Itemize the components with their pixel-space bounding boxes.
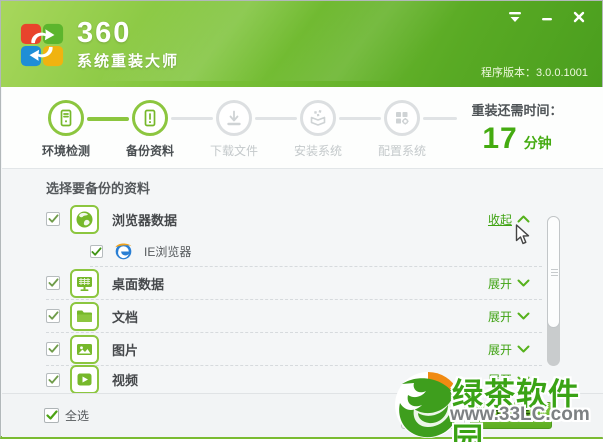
window-controls	[504, 8, 590, 26]
step-environment-check: 环境检测	[26, 100, 106, 159]
step-label: 环境检测	[41, 144, 90, 158]
expand-link[interactable]: 展开	[487, 309, 512, 324]
step-connector-tail	[423, 117, 457, 120]
expand-control[interactable]: 展开	[488, 341, 530, 358]
chevron-down-icon[interactable]	[517, 376, 530, 384]
windows-gear-icon	[384, 100, 420, 136]
step-connector-active	[87, 117, 129, 121]
expand-link[interactable]: 展开	[487, 373, 512, 387]
close-button[interactable]	[568, 8, 590, 26]
step-backup-data: 备份资料	[110, 100, 190, 159]
item-label: 浏览器数据	[112, 212, 178, 228]
list-item-browser-data[interactable]: 浏览器数据 收起	[46, 201, 542, 237]
checkbox-ie-browser[interactable]	[90, 245, 103, 258]
install-box-icon	[300, 100, 336, 136]
browser-globe-icon	[70, 204, 99, 234]
download-arrow-icon	[216, 100, 252, 136]
panel-heading: 选择要备份的资料	[46, 181, 151, 196]
list-subitem-ie-browser[interactable]: IE浏览器	[90, 237, 542, 267]
step-configure-system: 配置系统	[362, 100, 442, 159]
collapse-link[interactable]: 收起	[487, 212, 512, 227]
step-connector	[255, 117, 297, 120]
list-item-desktop-data[interactable]: 桌面数据 展开	[46, 267, 542, 300]
skin-menu-button[interactable]	[504, 8, 526, 26]
next-step-button[interactable]: 下一步	[470, 402, 552, 429]
minimize-button[interactable]	[536, 8, 558, 26]
select-all-checkbox[interactable]	[44, 408, 59, 423]
checkbox-pictures[interactable]	[46, 342, 60, 356]
pictures-image-icon	[70, 334, 99, 364]
document-alert-icon	[132, 100, 168, 136]
chevron-up-icon[interactable]	[517, 215, 530, 223]
program-version-label: 程序版本：3.0.0.1001	[481, 67, 588, 79]
list-item-documents[interactable]: 文档 展开	[46, 300, 542, 333]
site-watermark-logo-icon	[395, 371, 461, 438]
chevron-down-icon[interactable]	[517, 345, 530, 353]
title-bar: 360 系统重装大师 程序版本：3.0.0.1001	[1, 1, 602, 87]
checkbox-videos[interactable]	[46, 372, 60, 387]
chevron-down-icon[interactable]	[517, 279, 530, 287]
time-remaining-label: 重装还需时间：	[471, 103, 563, 118]
checkbox-desktop-data[interactable]	[46, 276, 60, 290]
expand-link[interactable]: 展开	[487, 276, 512, 291]
app-title-sub: 系统重装大师	[77, 53, 180, 70]
step-label: 备份资料	[125, 144, 174, 158]
time-remaining-unit: 分钟	[523, 135, 552, 151]
step-download-files: 下载文件	[194, 100, 274, 159]
subitem-label: IE浏览器	[144, 245, 192, 259]
item-label: 桌面数据	[112, 276, 165, 292]
step-install-system: 安装系统	[278, 100, 358, 159]
step-label: 配置系统	[377, 144, 426, 158]
step-connector	[171, 117, 213, 120]
ie-logo-icon	[115, 243, 132, 260]
expand-control[interactable]: 展开	[488, 308, 530, 325]
progress-steps: 环境检测 备份资料 下载文件	[2, 87, 603, 169]
time-remaining-value: 17	[482, 122, 518, 155]
mouse-cursor	[515, 224, 530, 245]
computer-tower-icon	[48, 100, 84, 136]
scrollbar-grip	[551, 269, 558, 278]
list-item-pictures[interactable]: 图片 展开	[46, 333, 542, 366]
scrollbar-track[interactable]	[547, 216, 560, 366]
scrollbar-thumb[interactable]	[547, 216, 560, 328]
expand-control[interactable]: 展开	[488, 275, 530, 292]
site-watermark-name: 绿茶软件园	[452, 377, 580, 442]
site-watermark-url: www.33LC.com	[450, 404, 590, 425]
backup-selection-panel: 选择要备份的资料 浏览器数据 收起	[2, 169, 603, 394]
time-remaining: 重装还需时间： 17 分钟	[451, 100, 583, 156]
step-label: 下载文件	[209, 144, 258, 158]
collapse-control[interactable]: 收起	[488, 211, 530, 228]
step-connector	[339, 117, 381, 120]
checkbox-documents[interactable]	[46, 309, 60, 323]
step-label: 安装系统	[293, 144, 342, 158]
app-title: 360 系统重装大师	[77, 18, 179, 71]
videos-play-icon	[70, 365, 99, 394]
360-logo-icon	[20, 23, 64, 67]
item-label: 图片	[112, 342, 139, 358]
app-title-number: 360	[77, 17, 132, 49]
item-label: 文档	[112, 309, 139, 325]
item-label: 视频	[112, 373, 139, 388]
desktop-monitor-icon	[70, 268, 99, 298]
chevron-down-icon[interactable]	[517, 312, 530, 320]
expand-control[interactable]: 展开	[488, 371, 530, 388]
documents-folder-icon	[70, 301, 99, 331]
expand-link[interactable]: 展开	[487, 342, 512, 357]
checkbox-browser-data[interactable]	[46, 212, 60, 226]
select-all-control[interactable]: 全选	[44, 407, 89, 424]
select-all-label: 全选	[65, 409, 90, 423]
